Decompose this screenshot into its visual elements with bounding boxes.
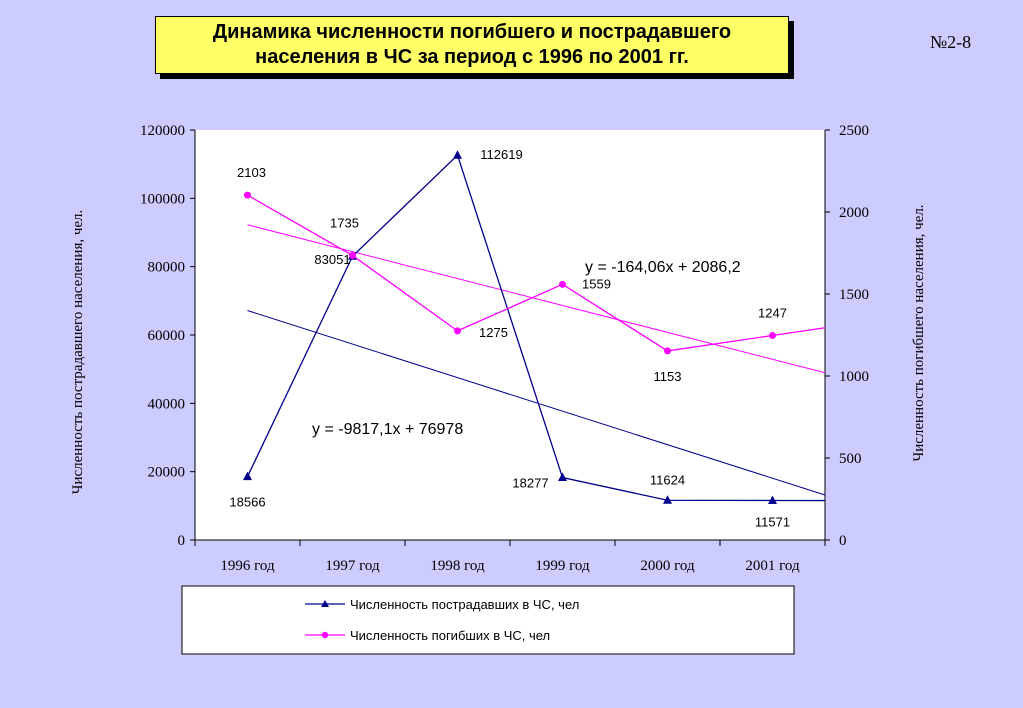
legend-label-injured: Численность пострадавших в ЧС, чел — [350, 597, 579, 612]
data-label-injured: 18277 — [512, 476, 548, 491]
x-tick-label: 1999 год — [535, 558, 590, 574]
data-label-dead: 1559 — [582, 276, 611, 291]
y-tick-label-left: 0 — [178, 533, 186, 549]
data-label-dead: 1247 — [758, 305, 787, 320]
x-tick-label: 2001 год — [745, 558, 800, 574]
legend-box — [181, 585, 795, 655]
point-dead — [349, 251, 356, 259]
y-tick-label-right: 0 — [839, 533, 847, 549]
point-injured — [558, 472, 567, 482]
trendline-equation-dead: y = -164,06x + 2086,2 — [585, 259, 741, 276]
data-label-injured: 112619 — [480, 147, 522, 162]
point-dead — [454, 327, 461, 335]
y-tick-label-right: 2000 — [839, 205, 869, 221]
point-injured — [243, 471, 252, 481]
x-tick-label: 1998 год — [430, 558, 485, 574]
trendline-equation-injured: y = -9817,1x + 76978 — [312, 421, 463, 438]
y-tick-label-left: 80000 — [148, 260, 186, 276]
data-label-injured: 83051 — [314, 252, 350, 267]
trendline-dead — [247, 224, 826, 374]
data-label-dead: 1275 — [479, 325, 508, 340]
legend-marker-dead — [321, 631, 329, 639]
y-tick-label-left: 20000 — [148, 465, 186, 481]
point-dead — [664, 347, 671, 355]
point-injured — [663, 495, 672, 504]
y-tick-label-left: 40000 — [148, 396, 186, 412]
legend: Численность пострадавших в ЧС, чел Числе… — [181, 585, 795, 655]
y-tick-label-left: 120000 — [140, 123, 185, 139]
y-axis-label-right: Численность погибшего населения, чел. — [911, 204, 927, 461]
slide-number: №2-8 — [930, 32, 972, 52]
data-label-injured: 18566 — [229, 495, 265, 510]
series — [243, 150, 826, 504]
y-tick-label-right: 2500 — [839, 123, 869, 139]
data-label-dead: 1735 — [330, 215, 359, 230]
y-tick-label-right: 500 — [839, 451, 862, 467]
data-label-dead: 1153 — [654, 369, 682, 384]
legend-marker-injured — [321, 600, 329, 607]
y-tick-label-right: 1000 — [839, 369, 869, 385]
x-tick-label: 2000 год — [640, 558, 695, 574]
axes: 0 20000 40000 60000 80000 100000 120000 0 500 100… — [140, 123, 869, 574]
y-tick-label-left: 100000 — [140, 191, 185, 207]
point-dead — [559, 280, 566, 288]
data-label-dead: 2103 — [237, 165, 266, 180]
slide-title-line-2: населения в ЧС за период с 1996 по 2001 … — [255, 46, 689, 68]
slide-title: Динамика численности погибшего и пострад… — [155, 16, 789, 74]
y-tick-label-left: 60000 — [148, 328, 186, 344]
slide-title-line-1: Динамика численности погибшего и пострад… — [212, 21, 732, 43]
point-dead — [769, 331, 776, 339]
y-tick-label-right: 1500 — [839, 287, 869, 303]
plot-area — [195, 130, 825, 540]
legend-label-dead: Численность погибших в ЧС, чел — [350, 628, 550, 643]
y-axis-label-left: Численность пострадавшего населения, чел… — [70, 210, 86, 495]
data-labels: 18566 83051 112619 18277 11624 11571 2103 1735 1… — [229, 147, 790, 529]
x-tick-label: 1996 год — [220, 558, 275, 574]
point-injured — [768, 495, 777, 504]
point-dead — [244, 191, 251, 199]
trendlines — [247, 224, 826, 496]
trendline-injured — [247, 310, 826, 496]
point-injured — [453, 150, 462, 159]
x-tick-label: 1997 год — [325, 558, 380, 574]
data-label-injured: 11624 — [650, 472, 685, 487]
data-label-injured: 11571 — [755, 514, 790, 529]
